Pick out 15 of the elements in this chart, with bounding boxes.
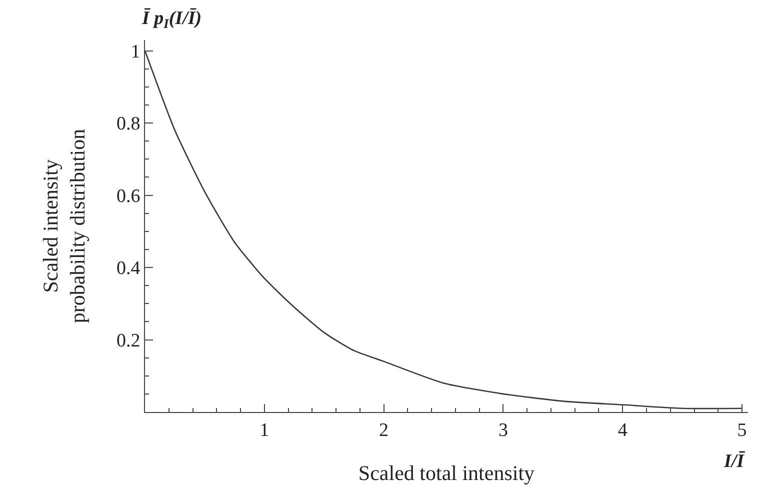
x-axis-title: Scaled total intensity [358,461,536,485]
text: I/Ī [723,451,746,472]
x-tick-label: 3 [498,420,508,441]
x-tick-label: 1 [260,420,270,441]
x-tick-label: 5 [737,420,747,441]
y-tick-label: 0.4 [116,258,141,280]
line-series [145,50,743,410]
y-tick-label: 1 [130,41,140,62]
text: Ī p$_{I}$(I/Ī) [141,8,202,31]
y-tick-label: 0.6 [116,186,140,207]
x-tick-label: 2 [379,420,389,441]
y-axis-title: Scaled intensity probability distribution [38,128,90,324]
x-tick-label: 4 [618,420,628,441]
y-tick-label: 0.8 [116,114,140,135]
y-tick-label: 0.2 [116,330,140,352]
